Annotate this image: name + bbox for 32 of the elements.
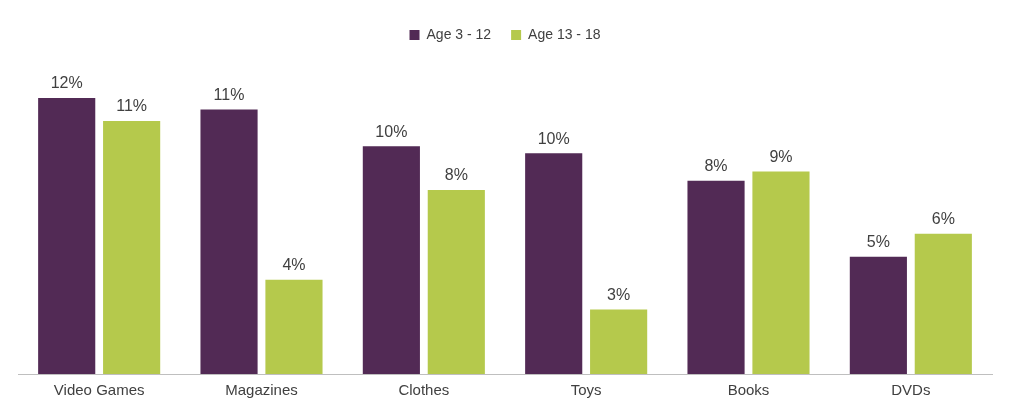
data-label: 8% xyxy=(704,157,728,175)
bar xyxy=(525,153,583,374)
x-tick-label: Clothes xyxy=(398,381,450,399)
data-label: 10% xyxy=(375,122,408,140)
x-tick-label: Books xyxy=(727,381,770,399)
bar xyxy=(200,109,258,374)
bar xyxy=(590,309,648,374)
bar xyxy=(362,146,420,374)
data-label: 3% xyxy=(607,286,631,304)
legend-label: Age 13 - 18 xyxy=(528,25,601,42)
x-tick-label: Toys xyxy=(570,381,602,399)
bar xyxy=(752,171,810,374)
bar xyxy=(38,98,96,374)
data-label: 11% xyxy=(116,97,148,115)
bar xyxy=(914,233,972,374)
x-tick-label: Magazines xyxy=(225,381,298,399)
bar xyxy=(265,279,323,374)
data-label: 12% xyxy=(50,74,83,92)
data-label: 9% xyxy=(769,148,793,166)
x-tick-label: DVDs xyxy=(891,381,931,399)
bar xyxy=(103,121,161,374)
data-label: 8% xyxy=(444,166,468,184)
data-label: 5% xyxy=(866,233,890,251)
data-label: 11% xyxy=(213,85,245,103)
bar xyxy=(687,180,745,374)
data-label: 10% xyxy=(537,129,570,147)
data-label: 6% xyxy=(931,210,955,228)
bar xyxy=(849,256,907,374)
x-tick-label: Video Games xyxy=(53,381,145,399)
legend-label: Age 3 - 12 xyxy=(426,25,492,42)
bar xyxy=(427,190,485,374)
data-label: 4% xyxy=(282,256,306,274)
